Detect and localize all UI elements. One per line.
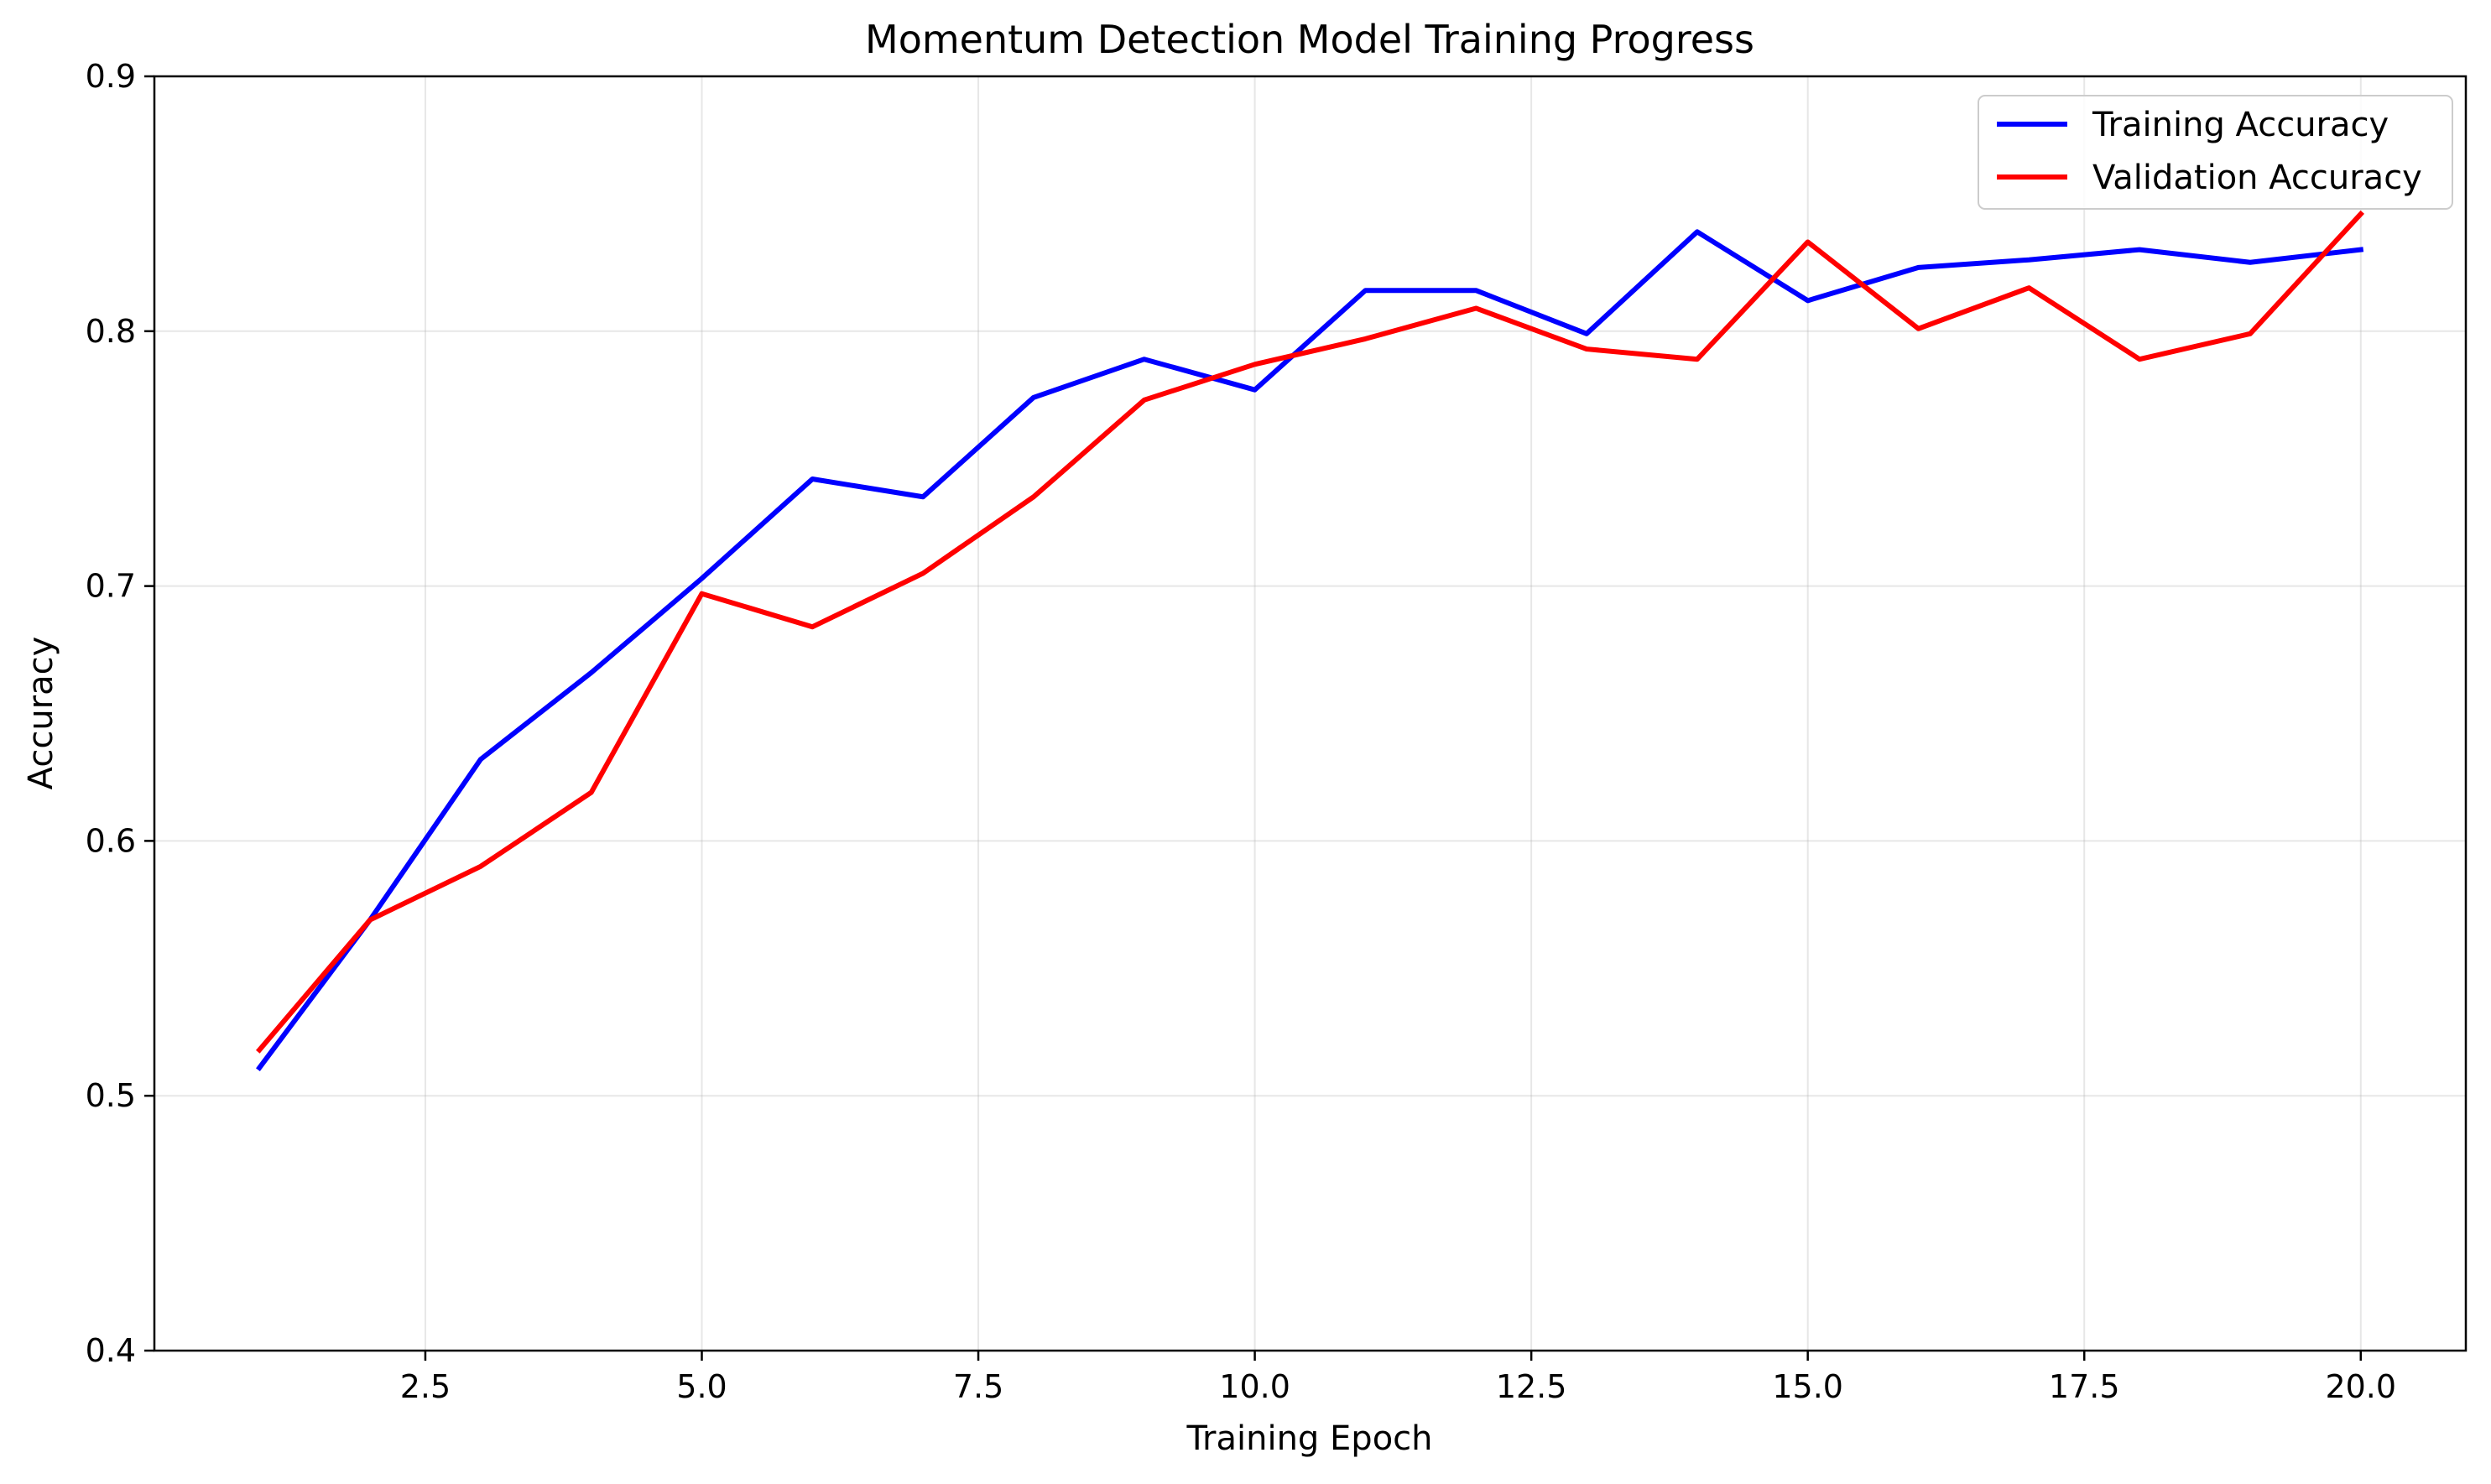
data-point-validation-accuracy: [1696, 359, 1697, 360]
data-point-validation-accuracy: [480, 866, 481, 867]
data-point-training-accuracy: [2139, 249, 2140, 250]
data-point-validation-accuracy: [1476, 308, 1477, 309]
data-point-training-accuracy: [2360, 249, 2361, 250]
data-point-validation-accuracy: [701, 593, 702, 594]
y-tick-label: 0.5: [86, 1077, 136, 1114]
y-tick-label: 0.4: [86, 1332, 136, 1369]
data-point-training-accuracy: [1365, 290, 1366, 291]
data-point-training-accuracy: [259, 1067, 260, 1068]
y-tick-label: 0.9: [86, 58, 136, 95]
data-point-training-accuracy: [480, 759, 481, 760]
data-point-training-accuracy: [701, 578, 702, 579]
series-line-validation-accuracy: [255, 210, 2365, 1054]
data-point-validation-accuracy: [1365, 338, 1366, 339]
y-axis: 0.4 0.5 0.6 0.7 0.8 0.9: [86, 58, 154, 1369]
data-point-validation-accuracy: [1918, 328, 1919, 329]
x-tick-label: 10.0: [1219, 1368, 1290, 1405]
data-point-training-accuracy: [2029, 259, 2030, 260]
data-point-training-accuracy: [1476, 290, 1477, 291]
data-point-validation-accuracy: [259, 1049, 260, 1050]
y-tick-label: 0.6: [86, 822, 136, 859]
y-tick-label: 0.8: [86, 313, 136, 350]
data-point-training-accuracy: [1918, 267, 1919, 268]
chart-title: Momentum Detection Model Training Progre…: [865, 17, 1754, 62]
data-point-validation-accuracy: [1254, 364, 1255, 365]
legend-box: [1978, 95, 2453, 210]
data-point-validation-accuracy: [2139, 359, 2140, 360]
data-point-validation-accuracy: [370, 919, 371, 920]
legend: Training Accuracy Validation Accuracy: [1978, 95, 2453, 210]
data-point-training-accuracy: [1807, 300, 1808, 301]
data-point-validation-accuracy: [923, 573, 924, 574]
x-tick-label: 2.5: [400, 1368, 451, 1405]
x-tick-label: 12.5: [1496, 1368, 1567, 1405]
legend-label-validation: Validation Accuracy: [2092, 159, 2422, 197]
y-tick-label: 0.7: [86, 568, 136, 605]
x-axis-label: Training Epoch: [1186, 1419, 1432, 1458]
data-point-training-accuracy: [812, 479, 813, 480]
x-axis: 2.5 5.0 7.5 10.0 12.5 15.0 17.5 20.0: [400, 1351, 2396, 1405]
legend-label-training: Training Accuracy: [2092, 106, 2389, 144]
series-line-training-accuracy: [256, 229, 2364, 1071]
series-layer: [255, 210, 2365, 1071]
x-tick-label: 17.5: [2049, 1368, 2120, 1405]
x-tick-label: 5.0: [676, 1368, 727, 1405]
x-tick-label: 20.0: [2325, 1368, 2396, 1405]
plot-frame: [153, 75, 2468, 1352]
data-point-training-accuracy: [1254, 389, 1255, 390]
data-point-training-accuracy: [2249, 262, 2250, 263]
y-axis-label: Accuracy: [22, 637, 60, 790]
x-tick-label: 15.0: [1772, 1368, 1843, 1405]
data-point-validation-accuracy: [2029, 288, 2030, 289]
data-point-validation-accuracy: [2360, 214, 2361, 215]
data-point-training-accuracy: [1033, 397, 1034, 398]
x-tick-label: 7.5: [953, 1368, 1003, 1405]
data-point-validation-accuracy: [2249, 333, 2250, 334]
